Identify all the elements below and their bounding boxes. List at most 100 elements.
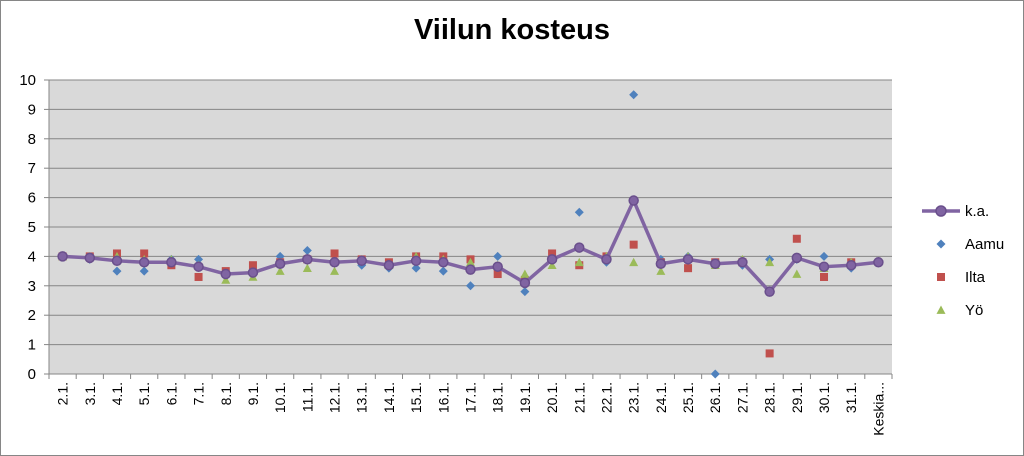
legend-marker-aamu: [936, 239, 946, 249]
data-point-k-a: [601, 254, 612, 265]
data-point-ilta: [493, 270, 502, 279]
data-point-k-a: [220, 268, 232, 280]
data-point-aamu: [139, 266, 149, 276]
x-tick-label: 19.1.: [517, 382, 533, 413]
data-point-k-a: [764, 286, 775, 297]
x-tick-label: 22.1.: [598, 382, 614, 413]
legend-marker-y: [936, 305, 946, 314]
x-tick-label: 26.1.: [707, 382, 723, 413]
data-point-y: [629, 257, 639, 267]
data-point-k-a: [329, 257, 340, 268]
x-tick-label: 10.1.: [272, 382, 288, 413]
x-tick-label: 31.1.: [843, 382, 859, 413]
data-point-aamu: [819, 251, 829, 261]
data-point-y: [221, 275, 231, 284]
chart-title: Viilun kosteus: [413, 14, 611, 46]
data-point-aamu: [438, 266, 448, 276]
y-tick-label: 3: [28, 278, 36, 295]
data-point-k-a: [791, 252, 803, 264]
data-point-k-a: [166, 257, 177, 268]
x-tick-label: 25.1.: [680, 382, 696, 413]
y-tick-label: 9: [28, 101, 36, 118]
x-tick-label: 16.1.: [435, 382, 451, 413]
data-point-ilta: [140, 249, 149, 258]
x-tick-label: 6.1.: [163, 382, 179, 405]
data-point-k-a: [356, 255, 367, 267]
x-tick-label: 2.1.: [55, 382, 71, 405]
x-tick-label: Keskia...: [870, 382, 886, 436]
data-point-ilta: [792, 234, 801, 243]
data-point-aamu: [493, 251, 503, 261]
x-tick-label: 3.1.: [82, 382, 98, 405]
x-tick-label: 15.1.: [408, 382, 424, 413]
data-point-y: [275, 266, 285, 275]
data-point-k-a: [628, 195, 639, 206]
x-tick-label: 9.1.: [245, 382, 261, 405]
data-point-aamu: [466, 281, 475, 291]
data-point-aamu: [411, 263, 421, 273]
x-tick-label: 17.1.: [463, 382, 479, 413]
data-point-k-a: [465, 264, 476, 275]
data-point-k-a: [574, 242, 585, 253]
data-point-y: [466, 257, 475, 267]
data-point-aamu: [194, 254, 204, 264]
y-tick-label: 2: [28, 307, 36, 324]
data-point-k-a: [438, 257, 449, 268]
data-point-aamu: [574, 207, 584, 217]
data-point-y: [656, 266, 666, 275]
x-tick-label: 11.1.: [299, 382, 315, 412]
y-tick-label: 4: [28, 248, 36, 265]
data-point-k-a: [519, 277, 531, 289]
legend-label-k-a: k.a.: [965, 203, 989, 220]
data-point-k-a: [873, 257, 884, 268]
legend-label-aamu: Aamu: [965, 236, 1004, 253]
data-point-k-a: [492, 261, 503, 272]
x-tick-label: 12.1.: [327, 382, 343, 413]
x-tick-label: 23.1.: [626, 382, 642, 413]
data-point-aamu: [302, 246, 312, 256]
data-point-k-a: [247, 267, 259, 278]
data-point-y: [574, 257, 584, 267]
x-tick-label: 7.1.: [191, 382, 207, 405]
x-tick-label: 4.1.: [109, 382, 125, 405]
y-tick-label: 7: [28, 160, 36, 177]
data-point-k-a: [193, 261, 204, 272]
data-point-k-a: [274, 258, 286, 269]
data-point-ilta: [765, 349, 774, 358]
data-point-y: [792, 269, 802, 278]
x-tick-label: 28.1.: [762, 382, 778, 413]
data-point-k-a: [57, 251, 68, 262]
data-point-k-a: [111, 255, 123, 267]
x-tick-label: 18.1.: [490, 382, 506, 413]
legend-marker-k-a: [935, 205, 947, 217]
legend-label-ilta: Ilta: [965, 269, 986, 286]
data-point-k-a: [84, 252, 96, 264]
data-point-k-a: [709, 258, 721, 269]
data-point-ilta: [194, 272, 203, 281]
x-tick-label: 14.1.: [381, 382, 397, 413]
x-tick-label: 8.1.: [218, 382, 234, 405]
y-tick-label: 10: [19, 72, 36, 89]
y-tick-label: 5: [28, 219, 36, 236]
legend-label-y: Yö: [965, 302, 983, 319]
data-point-y: [520, 269, 530, 278]
data-point-k-a: [302, 254, 313, 265]
x-tick-label: 21.1.: [571, 382, 587, 413]
x-tick-label: 27.1.: [734, 382, 750, 413]
x-tick-label: 5.1.: [136, 382, 152, 405]
data-point-aamu: [629, 90, 639, 100]
data-point-k-a: [138, 257, 150, 268]
legend-marker-ilta: [937, 273, 945, 281]
data-point-k-a: [410, 255, 422, 267]
data-point-k-a: [737, 257, 748, 268]
data-point-k-a: [383, 259, 395, 271]
data-point-k-a: [546, 254, 558, 265]
data-point-ilta: [330, 249, 339, 258]
y-tick-label: 1: [28, 337, 36, 354]
y-tick-label: 0: [28, 366, 36, 383]
data-point-aamu: [710, 369, 720, 379]
x-tick-label: 13.1.: [354, 382, 370, 413]
y-tick-label: 8: [28, 131, 36, 148]
data-point-ilta: [820, 272, 829, 281]
data-point-y: [547, 260, 557, 270]
